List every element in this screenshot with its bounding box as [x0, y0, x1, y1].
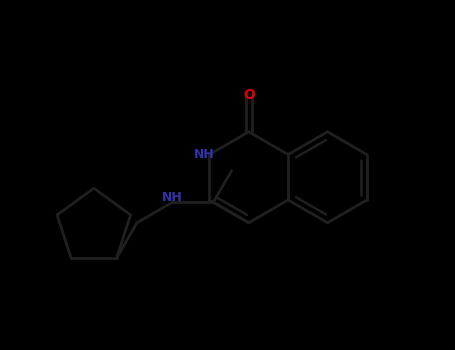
Text: O: O	[243, 89, 255, 103]
Text: NH: NH	[193, 148, 214, 161]
Text: NH: NH	[162, 191, 183, 204]
